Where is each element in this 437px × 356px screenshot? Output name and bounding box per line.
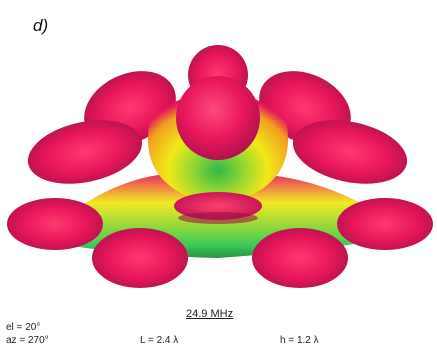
lobe-top-sphere [176,76,260,160]
lobe-front-right [252,228,348,288]
elevation-label: el = [6,322,26,333]
azimuth-value: 270° [27,335,49,346]
center-disk-base [178,212,258,224]
lobe-outer-right [337,198,433,250]
elevation-annotation: el = 20° [6,322,40,333]
azimuth-label: az = [6,335,28,346]
frequency-label: 24.9 MHz [186,308,234,320]
lobe-mid-right [292,120,408,184]
height-annotation: h = 1.2 λ [280,335,319,346]
azimuth-annotation: az = 270° [6,335,49,346]
elevation-value: 20° [25,322,41,333]
outer-lobes [7,198,433,288]
lobe-outer-left [7,198,103,250]
panel-label: d) [33,16,49,35]
mid-lobes [27,120,408,184]
lobe-front-left [92,228,188,288]
length-annotation: L = 2.4 λ [140,335,179,346]
lobe-mid-left [27,120,143,184]
